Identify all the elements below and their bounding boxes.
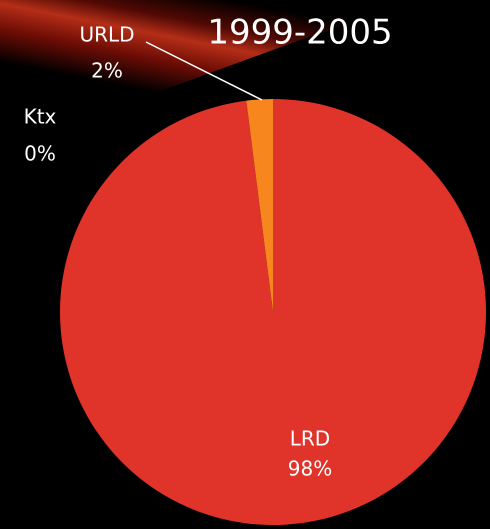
slice-label: Ktx — [24, 105, 57, 129]
slice-label: URLD — [79, 23, 134, 47]
pie-slice — [246, 99, 273, 312]
pie-slice — [59, 99, 486, 525]
slice-label: LRD — [290, 427, 330, 451]
slice-value-label: 98% — [288, 457, 332, 481]
slice-value-label: 0% — [24, 142, 56, 166]
slice-value-label: 2% — [91, 59, 123, 83]
leader-line — [145, 41, 263, 101]
chart-title: 1999-2005 — [207, 13, 392, 53]
background-streak — [0, 0, 420, 150]
